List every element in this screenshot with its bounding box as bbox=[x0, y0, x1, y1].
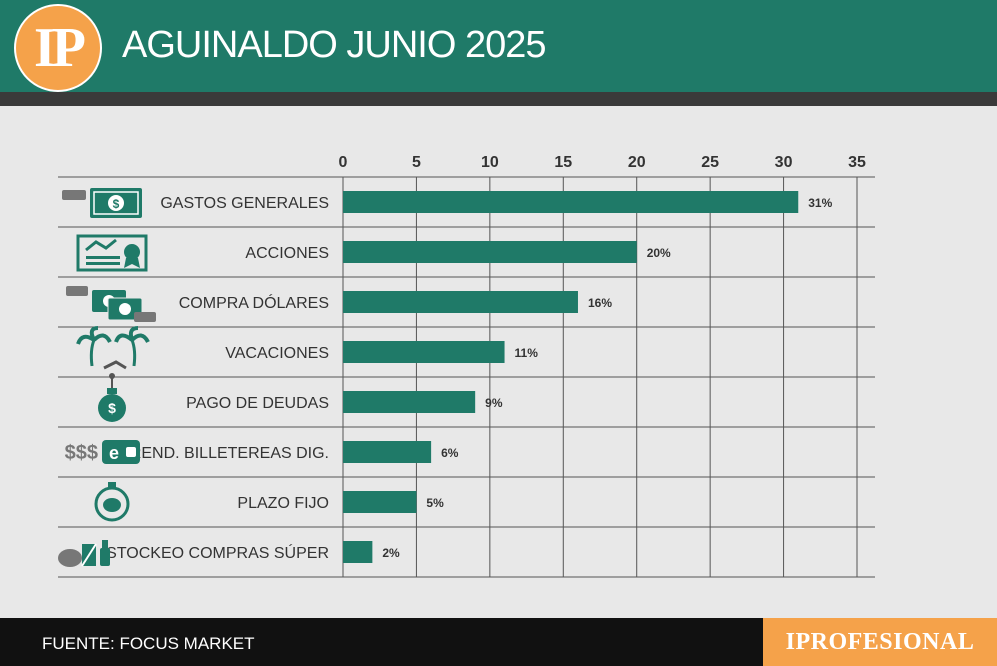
bar bbox=[343, 191, 799, 213]
category-label: VACACIONES bbox=[225, 345, 329, 362]
dollar-exchange-icon bbox=[66, 286, 156, 322]
data-label: 31% bbox=[808, 196, 832, 210]
bar bbox=[343, 441, 432, 463]
data-label: 11% bbox=[515, 346, 539, 360]
data-label: 2% bbox=[382, 546, 400, 560]
x-tick-label: 10 bbox=[481, 154, 499, 171]
category-label: GASTOS GENERALES bbox=[160, 195, 329, 212]
palm-trees-icon bbox=[76, 326, 150, 370]
category-label: REND. BILLETEREAS DIG. bbox=[130, 445, 329, 462]
digital-wallet-icon: $$$ e bbox=[65, 440, 140, 464]
money-bag-icon: $ bbox=[98, 373, 126, 422]
page-title: AGUINALDO JUNIO 2025 bbox=[122, 24, 546, 66]
svg-text:$$$: $$$ bbox=[65, 442, 98, 464]
category-label: PLAZO FIJO bbox=[237, 495, 329, 512]
x-tick-label: 30 bbox=[775, 154, 793, 171]
bar bbox=[343, 291, 578, 313]
data-label: 20% bbox=[647, 246, 671, 260]
x-tick-label: 25 bbox=[701, 154, 719, 171]
svg-text:e: e bbox=[109, 443, 119, 463]
data-label: 6% bbox=[441, 446, 459, 460]
x-tick-label: 20 bbox=[628, 154, 646, 171]
x-tick-label: 5 bbox=[412, 154, 421, 171]
x-tick-label: 0 bbox=[339, 154, 348, 171]
header-shadow bbox=[0, 92, 997, 106]
groceries-icon bbox=[58, 540, 110, 567]
piggy-bank-timer-icon bbox=[94, 482, 130, 522]
x-tick-label: 35 bbox=[848, 154, 866, 171]
category-label: ACCIONES bbox=[245, 245, 329, 262]
category-label: STOCKEO COMPRAS SÚPER bbox=[106, 543, 329, 562]
cash-hand-icon: $ bbox=[62, 188, 142, 218]
data-label: 5% bbox=[426, 496, 444, 510]
data-label: 9% bbox=[485, 396, 503, 410]
svg-text:$: $ bbox=[113, 197, 120, 211]
logo-text: IP bbox=[34, 17, 86, 79]
bar bbox=[343, 491, 417, 513]
stock-certificate-icon bbox=[76, 234, 148, 272]
bar bbox=[343, 391, 476, 413]
category-label: COMPRA DÓLARES bbox=[179, 293, 329, 312]
bar bbox=[343, 341, 505, 363]
brand-badge: IPROFESIONAL bbox=[763, 618, 997, 666]
svg-text:$: $ bbox=[108, 400, 116, 416]
category-label: PAGO DE DEUDAS bbox=[186, 395, 329, 412]
bar bbox=[343, 541, 373, 563]
bar bbox=[343, 241, 637, 263]
x-tick-label: 15 bbox=[554, 154, 572, 171]
ip-logo: IP bbox=[14, 4, 102, 92]
data-label: 16% bbox=[588, 296, 612, 310]
source-text: FUENTE: FOCUS MARKET bbox=[42, 634, 255, 653]
header-bar bbox=[0, 0, 997, 92]
